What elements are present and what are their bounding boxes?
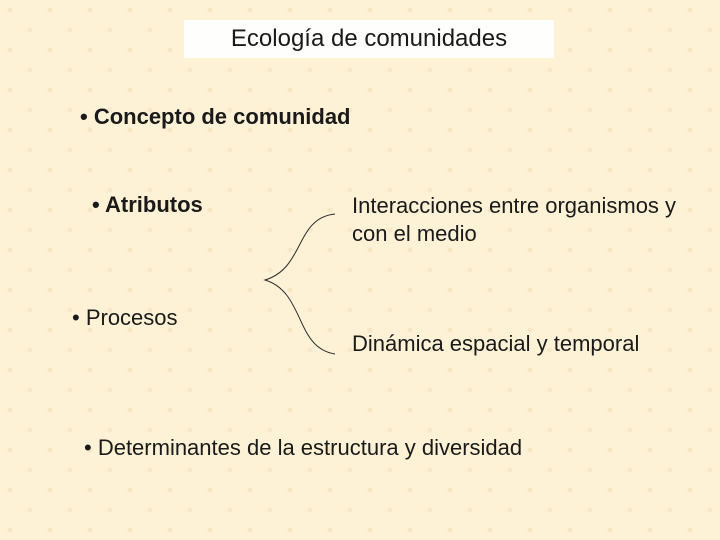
- subitem-dinamica: Dinámica espacial y temporal: [352, 330, 652, 358]
- bullet-atributos: • Atributos: [92, 192, 203, 218]
- brace-connector-icon: [235, 208, 345, 358]
- bullet-procesos: • Procesos: [72, 305, 178, 331]
- bullet-concepto: • Concepto de comunidad: [80, 104, 351, 130]
- slide: Ecología de comunidades • Concepto de co…: [0, 0, 720, 540]
- title-box: Ecología de comunidades: [184, 20, 554, 58]
- slide-title: Ecología de comunidades: [231, 25, 507, 53]
- bullet-determinantes: • Determinantes de la estructura y diver…: [84, 435, 522, 461]
- subitem-interacciones: Interacciones entre organismos y con el …: [352, 192, 682, 247]
